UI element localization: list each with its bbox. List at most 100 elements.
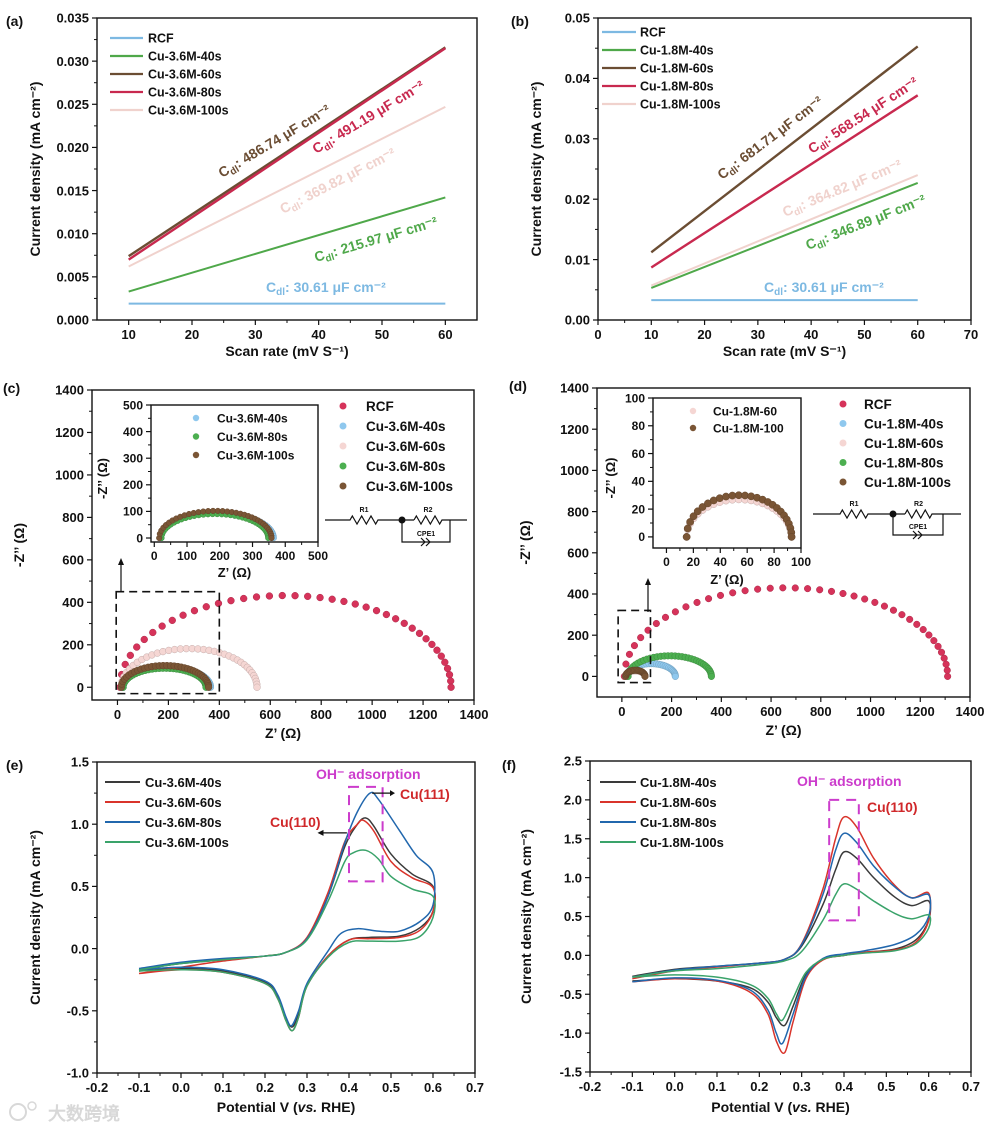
arrow-head-icon <box>645 578 651 585</box>
fit-line-cu-1.8m-60s <box>650 45 919 254</box>
data-point <box>422 635 430 643</box>
legend-label: Cu-3.6M-60s <box>148 68 222 82</box>
y-tick-label: 80 <box>632 419 646 433</box>
fit-line-cu-3.6m-100s <box>128 105 446 268</box>
legend-label: Cu-1.8M-60 <box>713 405 777 419</box>
data-point <box>304 592 312 601</box>
data-point <box>779 584 787 592</box>
data-point <box>671 672 679 680</box>
x-tick-label: 200 <box>158 707 180 722</box>
x-tick-label: 20 <box>697 327 711 342</box>
y-tick-label: 1200 <box>55 425 84 440</box>
series-rcf <box>116 591 455 691</box>
y-tick-label: 400 <box>123 425 143 439</box>
y-tick-label: 0.010 <box>56 226 89 241</box>
legend-label: Cu-1.8M-80s <box>864 456 944 471</box>
x-tick-label: 0.1 <box>708 1079 726 1094</box>
y-tick-label: 2.5 <box>564 754 582 769</box>
x-tick-label: 50 <box>857 327 871 342</box>
x-tick-label: 0.4 <box>835 1079 854 1094</box>
y-tick-label: 2.0 <box>564 793 582 808</box>
y-tick-label: 60 <box>632 447 646 461</box>
data-point <box>741 587 749 595</box>
x-axis-label: Scan rate (mV S⁻¹) <box>723 343 846 359</box>
legend-label: Cu-3.6M-60s <box>145 795 222 810</box>
x-tick-label: 200 <box>210 549 230 563</box>
y-tick-label: 40 <box>632 475 646 489</box>
legend: Cu-3.6M-40s Cu-3.6M-60s Cu-3.6M-80s Cu-3.6M… <box>105 775 229 850</box>
resistor-r2-icon <box>904 508 961 520</box>
data-point <box>133 643 141 651</box>
x-tick-label: 600 <box>259 707 281 722</box>
legend-label: Cu-1.8M-60s <box>640 795 717 810</box>
legend: RCF Cu-3.6M-40s Cu-3.6M-60s Cu-3.6M-80s Cu-3… <box>339 399 453 494</box>
data-point <box>641 672 649 680</box>
y-tick-label: 400 <box>62 595 84 610</box>
legend-label: Cu-1.8M-60s <box>640 62 714 76</box>
panel-c: (c)0 200 400 600 800 1000 1200 1400020040060080… <box>3 380 488 741</box>
x-tick-label: 1200 <box>409 707 438 722</box>
data-point <box>754 585 762 593</box>
y-tick-label: 1400 <box>55 383 84 398</box>
data-point <box>622 660 630 668</box>
y-axis-label: Current density (mA cm⁻²) <box>518 829 534 1004</box>
x-tick-label: 0.2 <box>750 1079 768 1094</box>
data-point <box>728 491 737 500</box>
data-point <box>362 603 370 611</box>
legend-label: Cu-3.6M-40s <box>366 419 446 434</box>
data-point <box>707 672 715 680</box>
data-point <box>382 610 391 619</box>
inset-plot: 0 100 200 300 400 500 0 100 200 300 400 500 -Z’’ (Ω)… <box>95 398 328 580</box>
cpe-icon <box>912 530 923 540</box>
watermark-text: 大数跨境 <box>48 1103 120 1124</box>
y-tick-label: 1000 <box>560 463 589 478</box>
data-point <box>204 683 213 691</box>
legend-label: Cu-1.8M-40s <box>640 775 717 790</box>
legend-marker <box>339 482 347 490</box>
x-tick-label: 0.0 <box>666 1079 684 1094</box>
y-tick-label: 400 <box>567 587 589 602</box>
oh-adsorption-label: OH⁻ adsorption <box>316 766 421 782</box>
data-point <box>816 586 824 594</box>
series-cu-1.8m-100s <box>622 666 649 680</box>
x-tick-label: 100 <box>177 549 197 563</box>
legend-label: Cu-3.6M-100s <box>145 835 229 850</box>
data-point <box>693 598 701 606</box>
legend-marker <box>192 451 200 459</box>
data-point <box>328 595 336 603</box>
y-tick-label: -0.5 <box>560 987 582 1002</box>
y-tick-label: 0.5 <box>564 909 582 924</box>
data-point <box>716 591 725 599</box>
cu111-label: Cu(111) <box>400 786 450 802</box>
x-tick-label: 600 <box>760 704 782 719</box>
data-point <box>408 624 416 632</box>
x-tick-label: 400 <box>710 704 732 719</box>
y-tick-label: 200 <box>567 628 589 643</box>
x-tick-label: 0.3 <box>793 1079 811 1094</box>
x-tick-label: 200 <box>661 704 683 719</box>
y-tick-label: 0.020 <box>56 140 89 155</box>
r1-label: R1 <box>850 501 859 508</box>
oh-adsorption-box <box>348 785 384 883</box>
panel-label: (d) <box>509 378 527 394</box>
x-tick-label: 80 <box>767 555 781 569</box>
data-point <box>661 613 670 621</box>
resistor-r1-icon <box>325 514 414 526</box>
legend: RCF Cu-3.6M-40s Cu-3.6M-60s Cu-3.6M-80s Cu-3… <box>110 32 229 118</box>
y-axis-label: Current density (mA cm⁻²) <box>528 82 544 257</box>
legend-label: Cu-3.6M-80s <box>366 459 446 474</box>
legend-label: Cu-1.8M-60s <box>864 436 944 451</box>
cu110-label: Cu(110) <box>270 814 321 830</box>
x-tick-label: 0 <box>114 707 121 722</box>
x-tick-label: 10 <box>121 327 135 342</box>
cpe1-label: CPE1 <box>417 531 435 538</box>
legend-marker <box>339 442 347 450</box>
x-tick-label: -0.2 <box>86 1080 108 1095</box>
data-point <box>925 631 933 639</box>
x-axis-label: Potential V (vs. RHE) <box>217 1099 356 1115</box>
legend-marker <box>839 400 847 408</box>
y-axis-label: -Z’’ (Ω) <box>95 458 110 499</box>
cv-curve-cu-3.6m-80s <box>138 791 436 1027</box>
data-point <box>729 589 737 597</box>
cpe-branch <box>892 514 944 536</box>
